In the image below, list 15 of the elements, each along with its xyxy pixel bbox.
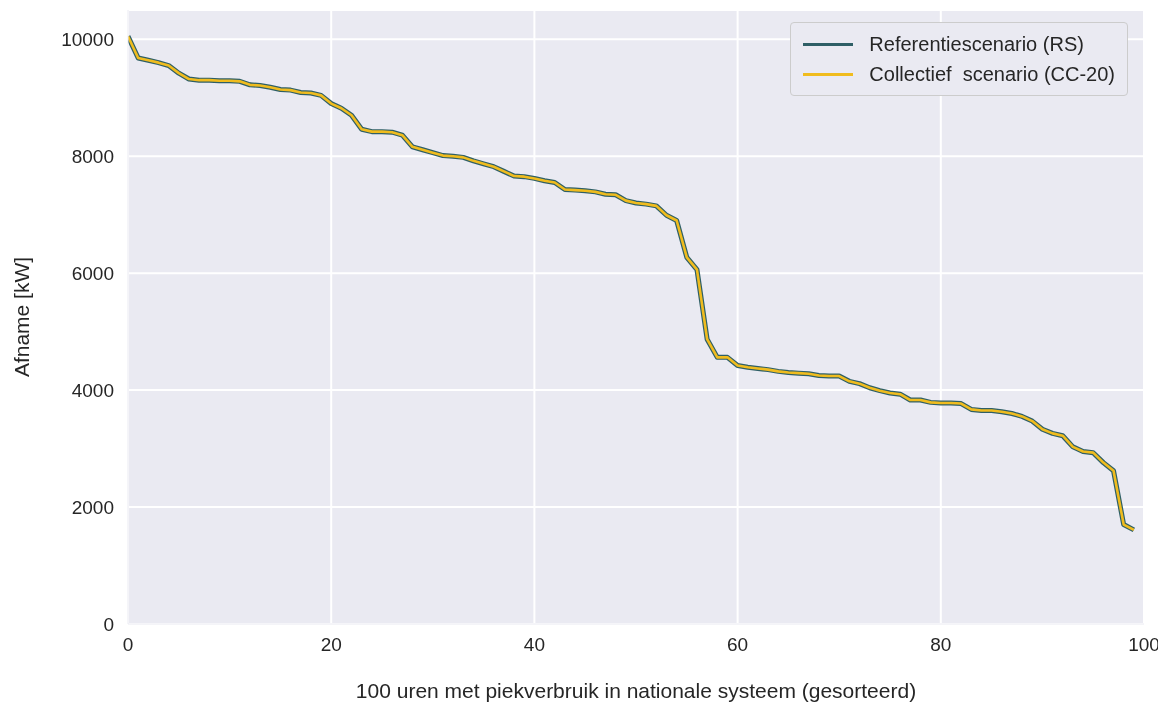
y-tick-label: 0 xyxy=(103,613,114,635)
x-tick-label: 80 xyxy=(930,634,952,656)
x-tick-label: 0 xyxy=(122,634,134,656)
x-axis-title: 100 uren met piekverbruik in nationale systeem (gesorteerd) xyxy=(355,679,917,702)
legend-label: Collectief scenario (CC-20) xyxy=(869,62,1115,87)
x-tick-label: 60 xyxy=(727,634,749,656)
y-tick-label: 4000 xyxy=(71,379,114,401)
y-tick-label: 8000 xyxy=(71,145,114,167)
x-tick-label: 20 xyxy=(320,634,342,656)
y-axis-title: Afname [kW] xyxy=(10,256,34,378)
y-tick-label: 6000 xyxy=(71,262,114,284)
y-tick-label: 10000 xyxy=(61,28,114,50)
x-tick-label: 40 xyxy=(523,634,545,656)
legend-label: Referentiescenario (RS) xyxy=(869,32,1084,57)
y-tick-label: 2000 xyxy=(71,496,114,518)
